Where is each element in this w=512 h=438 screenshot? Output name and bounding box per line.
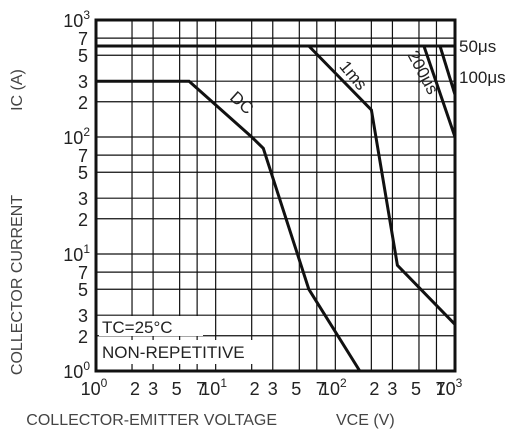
x-tick-label: 5: [172, 379, 182, 399]
y-tick-label: 101: [63, 242, 90, 265]
y-tick-label: 5: [78, 280, 88, 300]
y-tick-label: 2: [78, 93, 88, 113]
x-tick-label: 5: [411, 379, 421, 399]
series-label-1: 1ms: [336, 57, 371, 94]
x-axis-symbol: VCE (V): [336, 412, 395, 429]
annotation-tc: TC=25°C: [102, 318, 173, 337]
y-tick-label: 3: [78, 306, 88, 326]
x-tick-label: 5: [291, 379, 301, 399]
y-tick-label: 7: [78, 146, 88, 166]
x-tick-label: 7: [316, 379, 326, 399]
x-tick-label: 3: [148, 379, 158, 399]
x-tick-label: 3: [387, 379, 397, 399]
x-tick-label: 100: [81, 376, 108, 399]
annotation-box: [99, 340, 267, 364]
y-tick-label: 7: [78, 263, 88, 283]
y-tick-label: 5: [78, 163, 88, 183]
y-tick-label: 5: [78, 46, 88, 66]
x-tick-label: 7: [196, 379, 206, 399]
plot-frame: [94, 18, 457, 373]
y-tick-label: 2: [78, 327, 88, 347]
x-tick-label: 2: [130, 379, 140, 399]
series-line-3: [438, 45, 457, 96]
x-tick-label: 102: [320, 376, 347, 399]
series-label-3: 100μs: [459, 68, 506, 87]
y-tick-label: 7: [78, 29, 88, 49]
series-line-1: [307, 44, 457, 326]
series-line-0: [96, 79, 362, 372]
annotation-non-repetitive: NON-REPETITIVE: [102, 343, 245, 362]
y-axis-title: COLLECTOR CURRENT: [9, 195, 26, 375]
x-axis-title: COLLECTOR-EMITTER VOLTAGE: [26, 412, 277, 429]
series-line-2: [422, 45, 457, 138]
series-label-4: 50μs: [459, 37, 496, 56]
series-label-0: DC: [226, 88, 257, 119]
x-tick-label: 101: [200, 376, 227, 399]
y-tick-label: 2: [78, 210, 88, 230]
annotation-box: [99, 316, 203, 336]
x-tick-label: 3: [268, 379, 278, 399]
x-tick-label: 2: [369, 379, 379, 399]
y-tick-label: 102: [63, 125, 90, 148]
y-tick-label: 3: [78, 189, 88, 209]
y-tick-label: 103: [63, 8, 90, 31]
x-tick-label: 103: [436, 376, 463, 399]
y-axis-symbol: IC (A): [9, 69, 26, 111]
x-tick-label: 2: [250, 379, 260, 399]
y-tick-label: 3: [78, 72, 88, 92]
y-tick-label: 100: [63, 359, 90, 382]
x-tick-label: 7: [435, 379, 445, 399]
